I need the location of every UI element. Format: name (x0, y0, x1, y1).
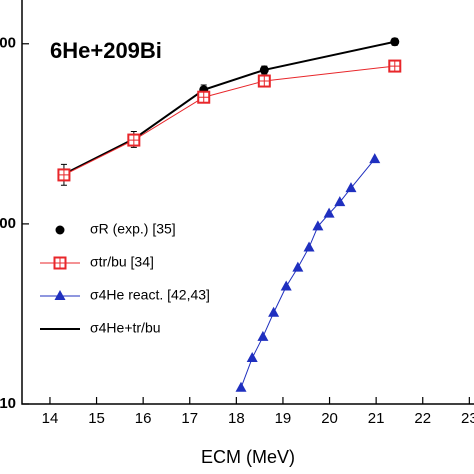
x-tick-label: 22 (414, 410, 431, 427)
data-point (292, 261, 304, 272)
legend-marker (55, 225, 65, 235)
data-point (334, 196, 346, 207)
marker-cross (128, 135, 139, 146)
legend-label: σ4He react. [42,43] (90, 287, 210, 303)
legend-label: σR (exp.) [35] (90, 221, 176, 237)
data-point (268, 306, 280, 317)
chart-title: 6He+209Bi (50, 38, 162, 63)
x-tick-label: 16 (135, 410, 152, 427)
data-point (323, 207, 335, 218)
legend-label: σtr/bu [34] (90, 254, 154, 270)
x-axis-label: ECM (MeV) (201, 447, 295, 467)
x-tick-label: 23 (461, 410, 474, 427)
data-point (312, 220, 324, 231)
data-point (235, 381, 247, 392)
data-point (257, 330, 269, 341)
x-tick-label: 17 (181, 410, 198, 427)
y-tick-label: 100 (0, 215, 16, 232)
marker-cross (389, 61, 400, 72)
data-point (369, 153, 381, 164)
y-tick-label: 10 (0, 395, 16, 412)
marker-cross (55, 258, 65, 268)
data-point (280, 280, 292, 291)
marker-cross (198, 92, 209, 103)
x-tick-label: 20 (321, 410, 338, 427)
data-point (345, 182, 357, 193)
data-point (390, 37, 400, 47)
marker-cross (58, 169, 69, 180)
data-point (259, 65, 269, 75)
series-line (240, 158, 376, 388)
data-point (303, 241, 315, 252)
plot-frame (21, 0, 474, 405)
x-tick-label: 21 (368, 410, 385, 427)
x-tick-label: 15 (88, 410, 105, 427)
legend-label: σ4He+tr/bu (90, 320, 161, 336)
data-point (246, 352, 258, 363)
legend-marker (54, 290, 66, 300)
x-tick-label: 18 (228, 410, 245, 427)
marker-cross (259, 76, 270, 87)
x-tick-label: 14 (42, 410, 59, 427)
x-tick-label: 19 (275, 410, 292, 427)
